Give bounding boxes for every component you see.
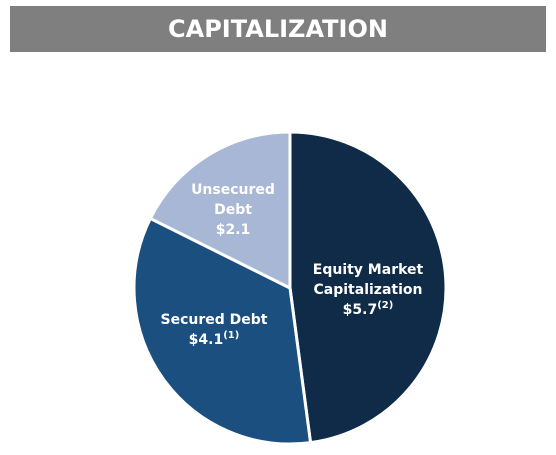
pie-slice <box>288 130 448 445</box>
category-label: Unsecured Debt <box>191 182 275 218</box>
pie-slice <box>148 130 292 291</box>
chart-title: CAPITALIZATION <box>10 6 546 52</box>
footnote-marker: (1) <box>223 330 240 341</box>
slice-label: Secured Debt $4.1(1) <box>149 310 279 350</box>
slice-label: Unsecured Debt $2.1 <box>186 180 281 240</box>
category-label: Secured Debt <box>160 312 268 328</box>
category-label: Equity Market Capitalization <box>312 262 424 298</box>
footnote-marker: (2) <box>377 300 394 311</box>
value-line: $2.1 <box>186 220 281 240</box>
value-label: $2.1 <box>215 222 251 238</box>
slice-label: Equity Market Capitalization $5.7(2) <box>298 260 438 320</box>
value-line: $4.1(1) <box>149 330 279 350</box>
pie-slice <box>132 216 313 446</box>
value-label: $4.1 <box>188 332 224 348</box>
value-line: $5.7(2) <box>298 300 438 320</box>
value-label: $5.7 <box>342 302 378 318</box>
